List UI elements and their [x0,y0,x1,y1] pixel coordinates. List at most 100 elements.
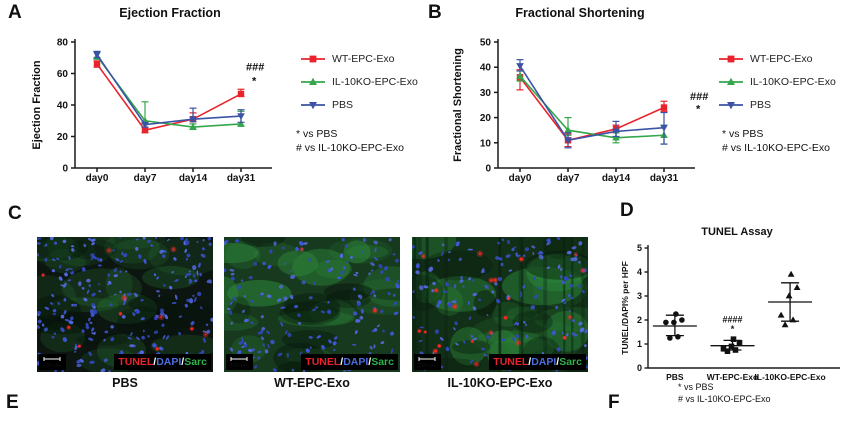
legend-label: IL-10KO-EPC-Exo [332,76,418,88]
note-a-hash: # vs IL-10KO-EPC-Exo [296,142,404,154]
micrograph-image-wt-epc-exo: 100 μm TUNEL/DAPI/Sarc [224,237,400,372]
tunel-assay-title: TUNEL Assay [701,226,773,238]
legend-marker-pbs-icon [301,102,325,110]
y-tick-label: 30 [480,88,492,99]
micrograph-il-10ko-epc-exo: 100 μm TUNEL/DAPI/Sarc IL-10KO-EPC-Exo [412,237,588,392]
tissue-fluorescence-image [37,237,213,372]
y-tick-label: 3 [637,291,642,301]
fractional-shortening-title: Fractional Shortening [515,6,645,20]
y-tick-label: 0 [637,363,642,373]
legend-item-wt-epc-exo: WT-EPC-Exo [300,53,418,65]
stain-legend: TUNEL/DAPI/Sarc [489,354,586,370]
note-b-star: * vs PBS [722,128,764,140]
y-tick-label: 2 [637,315,642,325]
significance-annotation: #### [722,314,742,324]
x-tick-label: day14 [602,173,631,184]
significance-annotation: ### [690,91,708,103]
ejection-fraction-chart: 0 20 40 60 80 day0 day7 day14 day31 Ejection Frac… [31,38,272,184]
legend-label: WT-EPC-Exo [332,53,395,65]
axes [494,39,695,172]
stain-label-part: DAPI [531,356,557,368]
tunel-assay-chart: 0 1 2 3 4 5 TUNEL/DAPI% per HPF PBS WT-EPC-Exo ##… [620,243,840,382]
scale-bar-icon: 100 μm [43,357,62,369]
stain-label-part: DAPI [343,356,369,368]
x-tick-label: WT-EPC-Exo [707,372,758,382]
panel-label-d: D [620,200,634,221]
y-tick-label: 0 [62,164,68,175]
legend-item-wt-epc-exo: WT-EPC-Exo [718,53,836,65]
y-tick-label: 80 [57,38,69,49]
x-tick-label: day0 [86,173,109,184]
x-tick-label: day0 [509,173,532,184]
legend-label: PBS [332,99,354,111]
stain-legend: TUNEL/DAPI/Sarc [301,354,398,370]
y-tick-label: 4 [637,267,642,277]
stain-label-part: / [368,356,372,368]
tunel-spots-layer [417,250,586,369]
axes [644,245,840,369]
x-tick-label: day7 [134,173,157,184]
stain-label-part: Sarc [559,356,582,368]
y-axis-label: Fractional Shortening [452,48,464,162]
stain-label-part: / [181,356,185,368]
group-il-10ko-epc-exo [768,270,813,328]
note-d-star: * vs PBS [678,382,714,392]
scale-bar-icon: 100 μm [418,357,437,369]
tissue-fluorescence-image [412,237,588,372]
y-axis-label: TUNEL/DAPI% per HPF [620,261,630,355]
tissue-fluorescence-image [224,237,400,372]
y-tick-label: 60 [57,69,69,80]
y-tick-label: 40 [57,101,69,112]
panel-label-e: E [6,392,19,413]
y-tick-label: 50 [480,38,492,49]
legend-item-pbs: PBS [300,99,418,111]
scale-bar-label: 100 μm [230,363,249,369]
panel-label-f: F [608,392,620,413]
x-tick-label: day14 [179,173,208,184]
stain-label-part: / [556,356,560,368]
ejection-fraction-title: Ejection Fraction [119,6,221,20]
legend-label: WT-EPC-Exo [750,53,813,65]
stain-label-part: DAPI [156,356,182,368]
legend-item-il-10ko-epc-exo: IL-10KO-EPC-Exo [300,76,418,88]
series-il-10ko-epc-exo [516,70,668,145]
group-pbs [652,311,697,341]
stain-label-part: TUNEL [493,356,529,368]
group-wt-epc-exo [710,336,755,354]
axes [71,39,272,172]
note-a-star: * vs PBS [296,128,338,140]
legend-marker-wt-epc-exo-icon [719,55,743,63]
scale-bar: 100 μm [414,354,441,370]
y-tick-label: 20 [480,113,492,124]
scale-bar-label: 100 μm [43,363,62,369]
tunel-spots-layer [41,246,209,367]
y-tick-label: 20 [57,132,69,143]
note-d-hash: # vs IL-10KO-EPC-Exo [678,394,771,404]
significance-annotation: * [252,76,257,88]
stain-legend: TUNEL/DAPI/Sarc [114,354,211,370]
y-axis-label: Ejection Fraction [31,60,43,150]
micrograph-caption: WT-EPC-Exo [274,376,350,390]
stain-label-part: Sarc [371,356,394,368]
x-tick-label: PBS [666,372,684,382]
panel-label-b: B [428,2,442,23]
y-tick-label: 1 [637,339,642,349]
stain-label-part: / [153,356,157,368]
legend-label: IL-10KO-EPC-Exo [750,76,836,88]
panel-label-c: C [8,203,22,224]
legend-item-il-10ko-epc-exo: IL-10KO-EPC-Exo [718,76,836,88]
stain-label-part: TUNEL [118,356,154,368]
stain-label-part: TUNEL [305,356,341,368]
series-wt-epc-exo [516,69,668,148]
series-pbs [93,50,245,129]
legend-marker-pbs-icon [719,102,743,110]
y-tick-label: 0 [485,164,491,175]
legend-item-pbs: PBS [718,99,836,111]
x-tick-label: day31 [227,173,256,184]
micrograph-image-pbs: 100 μm TUNEL/DAPI/Sarc [37,237,213,372]
panel-label-a: A [8,2,22,23]
stain-label-part: / [340,356,344,368]
legend-marker-il-10ko-epc-exo-icon [301,77,325,85]
tunel-spots-layer [299,247,378,314]
